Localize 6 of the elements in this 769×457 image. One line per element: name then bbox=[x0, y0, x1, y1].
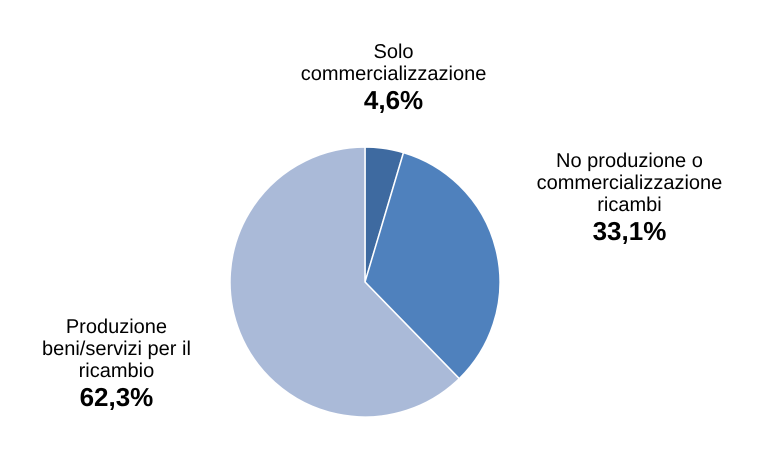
data-label: 4,6% bbox=[364, 85, 424, 116]
data-label: 62,3% bbox=[80, 382, 154, 412]
slice-label: Produzione beni/servizi per il ricambio bbox=[42, 316, 191, 382]
slice-label: Solo commercializzazione bbox=[300, 41, 486, 86]
data-label: 33,1% bbox=[592, 216, 666, 246]
slice-label: No produzione o commercializzazione ricambi bbox=[536, 150, 722, 216]
